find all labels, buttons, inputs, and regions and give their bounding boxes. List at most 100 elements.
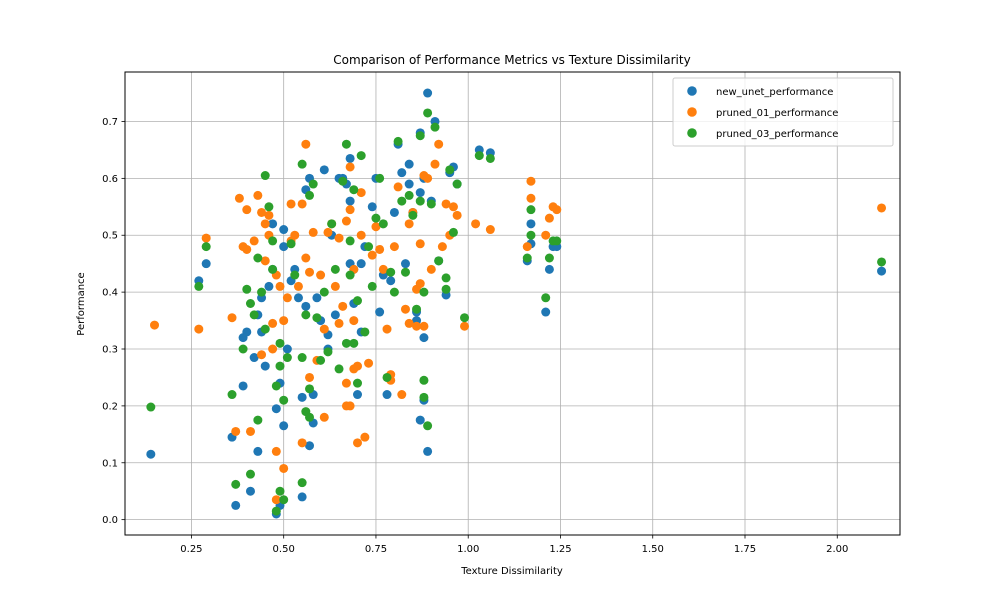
point-new_unet_performance xyxy=(877,266,887,276)
point-new_unet_performance xyxy=(356,259,366,269)
x-tick-label: 1.50 xyxy=(642,544,664,555)
point-pruned_03_performance xyxy=(544,253,554,263)
point-pruned_01_performance xyxy=(279,316,289,326)
y-tick-label: 0.1 xyxy=(102,458,118,469)
point-new_unet_performance xyxy=(345,196,355,206)
point-pruned_01_performance xyxy=(393,182,403,192)
point-new_unet_performance xyxy=(231,500,241,510)
legend-marker-new-unet xyxy=(687,86,697,96)
point-pruned_03_performance xyxy=(308,179,318,189)
point-pruned_01_performance xyxy=(397,390,407,400)
point-new_unet_performance xyxy=(297,392,307,402)
point-new_unet_performance xyxy=(264,281,274,291)
legend: new_unet_performance pruned_01_performan… xyxy=(672,77,894,147)
point-pruned_03_performance xyxy=(271,506,281,516)
point-pruned_01_performance xyxy=(301,253,311,263)
point-pruned_03_performance xyxy=(268,264,278,274)
point-new_unet_performance xyxy=(353,390,362,400)
point-pruned_01_performance xyxy=(242,205,252,215)
point-pruned_03_performance xyxy=(419,392,429,402)
x-axis-label: Texture Dissimilarity xyxy=(460,566,563,577)
point-pruned_01_performance xyxy=(242,244,252,254)
point-pruned_01_performance xyxy=(275,281,285,291)
point-pruned_03_performance xyxy=(426,199,436,209)
legend-label-pruned-03: pruned_03_performance xyxy=(716,129,838,140)
point-pruned_01_performance xyxy=(389,242,399,252)
point-pruned_03_performance xyxy=(242,284,252,294)
point-pruned_01_performance xyxy=(268,318,278,328)
point-pruned_03_performance xyxy=(231,479,241,489)
x-tick-label: 2.00 xyxy=(826,544,848,555)
point-pruned_01_performance xyxy=(356,230,366,240)
point-pruned_01_performance xyxy=(541,230,551,240)
point-pruned_03_performance xyxy=(327,219,337,229)
point-new_unet_performance xyxy=(541,307,551,317)
point-pruned_01_performance xyxy=(334,233,344,243)
point-pruned_01_performance xyxy=(400,304,410,314)
point-pruned_01_performance xyxy=(360,432,370,442)
point-pruned_03_performance xyxy=(430,122,440,132)
point-pruned_03_performance xyxy=(485,153,495,163)
point-pruned_03_performance xyxy=(393,136,403,146)
point-new_unet_performance xyxy=(293,293,303,303)
point-pruned_01_performance xyxy=(341,378,351,388)
legend-marker-pruned-01 xyxy=(687,107,697,117)
point-pruned_03_performance xyxy=(474,151,484,161)
point-pruned_03_performance xyxy=(349,185,359,195)
point-pruned_03_performance xyxy=(541,293,551,303)
point-pruned_03_performance xyxy=(356,151,366,161)
point-new_unet_performance xyxy=(404,159,414,169)
point-pruned_01_performance xyxy=(319,412,329,422)
point-pruned_01_performance xyxy=(485,225,495,235)
point-pruned_03_performance xyxy=(275,486,285,496)
point-new_unet_performance xyxy=(297,492,307,502)
point-pruned_03_performance xyxy=(260,171,270,181)
point-pruned_01_performance xyxy=(345,401,355,411)
point-pruned_01_performance xyxy=(877,203,887,213)
point-pruned_03_performance xyxy=(305,384,315,394)
point-pruned_03_performance xyxy=(279,395,289,405)
point-new_unet_performance xyxy=(419,333,429,343)
point-pruned_03_performance xyxy=(301,310,311,320)
point-pruned_01_performance xyxy=(353,438,362,448)
point-pruned_03_performance xyxy=(146,402,156,412)
point-pruned_01_performance xyxy=(249,236,259,246)
point-pruned_03_performance xyxy=(201,242,211,252)
x-tick-label: 0.75 xyxy=(365,544,387,555)
point-pruned_03_performance xyxy=(345,236,355,246)
y-tick-label: 0.6 xyxy=(102,174,118,185)
point-pruned_03_performance xyxy=(441,273,451,283)
point-pruned_03_performance xyxy=(341,139,351,149)
point-new_unet_performance xyxy=(260,361,270,371)
chart-title: Comparison of Performance Metrics vs Tex… xyxy=(333,53,690,67)
point-pruned_03_performance xyxy=(268,236,278,246)
point-pruned_01_performance xyxy=(437,242,447,252)
point-pruned_03_performance xyxy=(378,219,388,229)
point-pruned_03_performance xyxy=(419,287,429,297)
point-pruned_01_performance xyxy=(345,162,355,172)
point-pruned_03_performance xyxy=(279,495,289,505)
point-pruned_01_performance xyxy=(334,318,344,328)
point-pruned_03_performance xyxy=(404,190,414,200)
x-tick-label: 0.50 xyxy=(273,544,295,555)
point-new_unet_performance xyxy=(544,264,554,274)
point-pruned_01_performance xyxy=(419,321,429,331)
point-new_unet_performance xyxy=(397,168,407,178)
point-pruned_01_performance xyxy=(341,216,351,226)
point-pruned_03_performance xyxy=(371,213,381,223)
point-pruned_03_performance xyxy=(364,242,374,252)
point-pruned_01_performance xyxy=(330,281,340,291)
point-new_unet_performance xyxy=(400,259,410,269)
point-pruned_03_performance xyxy=(297,478,307,488)
point-new_unet_performance xyxy=(375,307,385,317)
point-pruned_03_performance xyxy=(341,338,351,348)
point-pruned_01_performance xyxy=(353,361,362,371)
y-axis-label: Performance xyxy=(76,272,87,335)
point-pruned_03_performance xyxy=(316,355,326,365)
point-new_unet_performance xyxy=(330,310,340,320)
point-pruned_01_performance xyxy=(430,159,440,169)
legend-label-new-unet: new_unet_performance xyxy=(716,87,833,98)
point-pruned_03_performance xyxy=(275,361,285,371)
grid xyxy=(125,72,900,535)
point-pruned_01_performance xyxy=(356,188,366,198)
